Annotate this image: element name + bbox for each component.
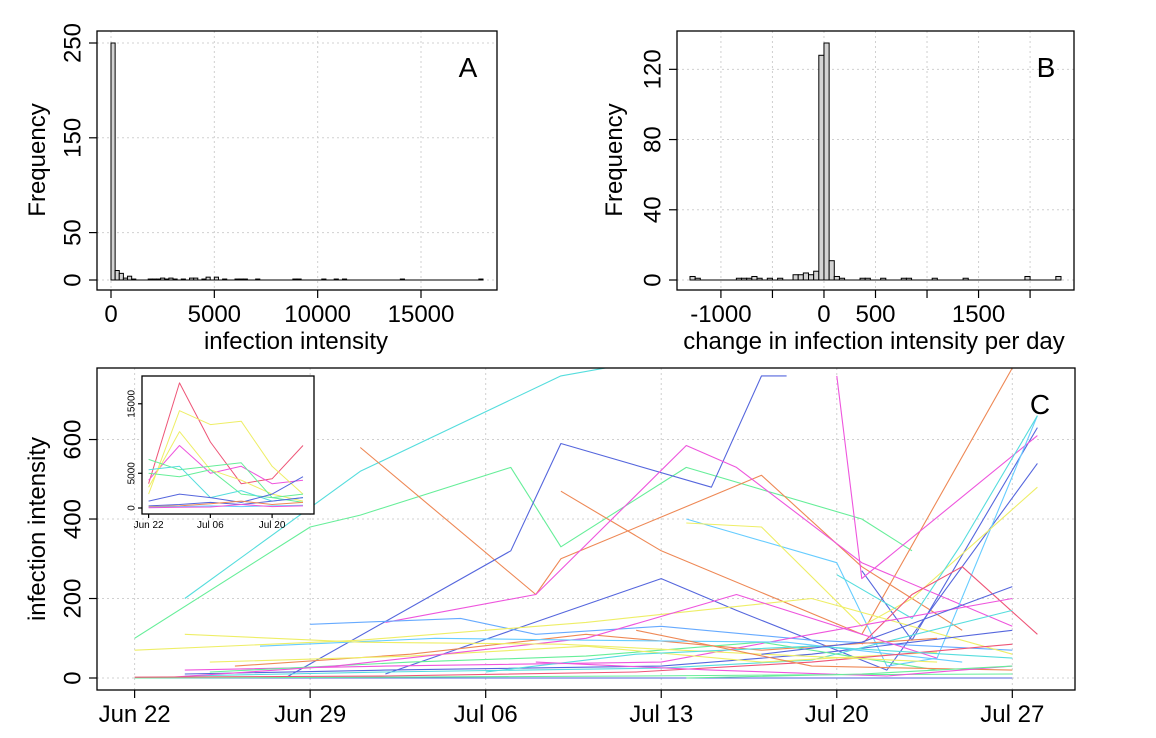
inset-y-tick-label: 5000 <box>127 462 138 485</box>
panel-a-y-tick-label: 150 <box>60 118 87 158</box>
inset-series-line <box>148 469 304 503</box>
panel-c-series-line <box>184 633 938 663</box>
panel-b-y-tick-label: 0 <box>640 273 667 286</box>
panel-a-histogram-bar <box>110 42 116 281</box>
panel-a-y-axis-label: Frequency <box>24 103 51 216</box>
panel-b-histogram-bar <box>828 260 835 281</box>
panel-c-x-tick-label: Jul 20 <box>805 701 869 728</box>
inset-y-tick-label: 0 <box>127 505 138 511</box>
panel-c-series-line <box>284 375 787 679</box>
panel-a-x-tick-label: 0 <box>104 301 117 328</box>
panel-c-series-line <box>560 368 1013 635</box>
panel-c-series-line <box>385 463 1038 675</box>
panel-c-series-line <box>134 597 1013 655</box>
panel-b: -1000 0 500 1500 0 40 80 120 change in infecti… <box>601 30 1075 355</box>
panel-b-histogram-bar <box>751 275 758 281</box>
panel-c-series-line <box>259 637 963 663</box>
panel-b-histogram-bar <box>808 274 815 281</box>
panel-c-series-line <box>836 375 1038 580</box>
panel-c-series-line <box>234 633 938 667</box>
panel-a-y-tick-label: 50 <box>60 219 87 246</box>
panel-c-series-line <box>134 643 1013 678</box>
panel-c-label: C <box>1030 389 1050 420</box>
panel-a-x-axis-label: infection intensity <box>204 328 388 355</box>
panel-c-x-tick-label: Jul 13 <box>629 701 693 728</box>
panel-b-x-tick-label: 500 <box>855 301 895 328</box>
panel-a-histogram-bar <box>127 275 133 281</box>
panel-c: Jun 22 Jun 29 Jul 06 Jul 13 Jul 20 Jul 27 0 20… <box>24 367 1076 728</box>
panel-a-x-tick-label: 10000 <box>284 301 351 328</box>
panel-b-histogram-bar <box>1055 275 1062 281</box>
inset-x-tick-label: Jul 06 <box>197 520 224 531</box>
inset-series-line <box>148 504 304 509</box>
panel-c-x-tick-label: Jul 06 <box>454 701 518 728</box>
panel-c-series-line <box>134 466 913 639</box>
inset-series-line <box>148 382 304 485</box>
panel-b-y-axis-label: Frequency <box>601 103 628 216</box>
panel-c-y-tick-label: 0 <box>60 671 87 684</box>
panel-b-histogram-bar <box>818 54 825 281</box>
panel-c-x-tick-label: Jul 27 <box>980 701 1044 728</box>
panel-a-histogram-bar <box>114 270 120 281</box>
inset-x-tick-label: Jul 20 <box>259 520 286 531</box>
panel-b-histogram-bar <box>833 275 840 281</box>
panel-b-y-tick-label: 80 <box>640 126 667 153</box>
panel-c-series-line <box>385 444 1013 627</box>
panel-a-histogram-bar <box>118 272 124 281</box>
panel-b-x-tick-label: 0 <box>817 301 830 328</box>
panel-c-series-line <box>184 368 609 599</box>
inset-series-line <box>148 458 304 499</box>
panel-b-label: B <box>1037 52 1056 83</box>
panel-c-series-line <box>686 415 1038 667</box>
inset-series-line <box>148 497 304 507</box>
panel-b-histogram-bar <box>802 272 810 281</box>
panel-c-series-line <box>535 661 1013 677</box>
panel-c-x-tick-label: Jun 22 <box>99 701 171 728</box>
panel-a: 0 5000 10000 15000 0 50 150 250 infection inte… <box>24 23 498 355</box>
panel-b-histogram-bar <box>689 275 696 281</box>
panel-b-histogram-bar <box>813 270 820 281</box>
panel-b-x-axis-label: change in infection intensity per day <box>683 328 1065 355</box>
panel-c-series-line <box>209 645 938 663</box>
panel-c-series-line <box>761 586 1013 655</box>
panel-a-plot-frame <box>96 30 498 291</box>
panel-a-y-tick-label: 250 <box>60 23 87 63</box>
panel-c-series-line <box>636 629 1013 671</box>
inset-series-line <box>148 476 304 503</box>
panel-b-histogram-bar <box>797 274 804 281</box>
panel-c-series-line <box>359 447 963 631</box>
panel-a-y-tick-label: 0 <box>60 273 87 286</box>
panel-b-y-tick-label: 120 <box>640 49 667 89</box>
panel-a-label: A <box>459 52 478 83</box>
panel-c-y-tick-label: 600 <box>60 420 87 460</box>
inset-series-line <box>148 500 304 508</box>
panel-b-histogram-bar <box>823 42 830 281</box>
panel-b-x-tick-label: -1000 <box>690 301 751 328</box>
panel-c-y-axis-label: infection intensity <box>24 437 51 621</box>
panel-c-series-line <box>686 665 1013 679</box>
panel-c-inset: Jun 22 Jul 06 Jul 20 0 5000 15000 <box>127 375 315 531</box>
inset-series-line <box>148 445 304 485</box>
inset-series-line <box>148 410 304 495</box>
inset-plot-frame <box>141 375 315 515</box>
panel-c-series-line <box>184 629 1013 675</box>
panel-c-x-tick-label: Jun 29 <box>274 701 346 728</box>
panel-b-y-tick-label: 40 <box>640 196 667 223</box>
panel-b-histogram-bar <box>792 274 799 281</box>
panel-c-plot-frame <box>96 367 1076 691</box>
panel-a-x-tick-label: 5000 <box>188 301 241 328</box>
inset-x-tick-label: Jun 22 <box>134 520 164 531</box>
panel-c-series-line <box>134 673 1013 679</box>
panel-b-x-tick-label: 1500 <box>952 301 1005 328</box>
inset-series-line <box>148 431 304 502</box>
panel-c-y-tick-label: 200 <box>60 578 87 618</box>
panel-c-series-line <box>310 617 1013 651</box>
inset-y-tick-label: 15000 <box>127 389 138 417</box>
panel-c-series-line <box>159 593 938 679</box>
panel-c-y-tick-label: 400 <box>60 499 87 539</box>
panel-a-x-tick-label: 15000 <box>388 301 455 328</box>
panel-b-histogram-bar <box>1024 275 1031 281</box>
panel-c-series-line <box>686 486 1038 627</box>
